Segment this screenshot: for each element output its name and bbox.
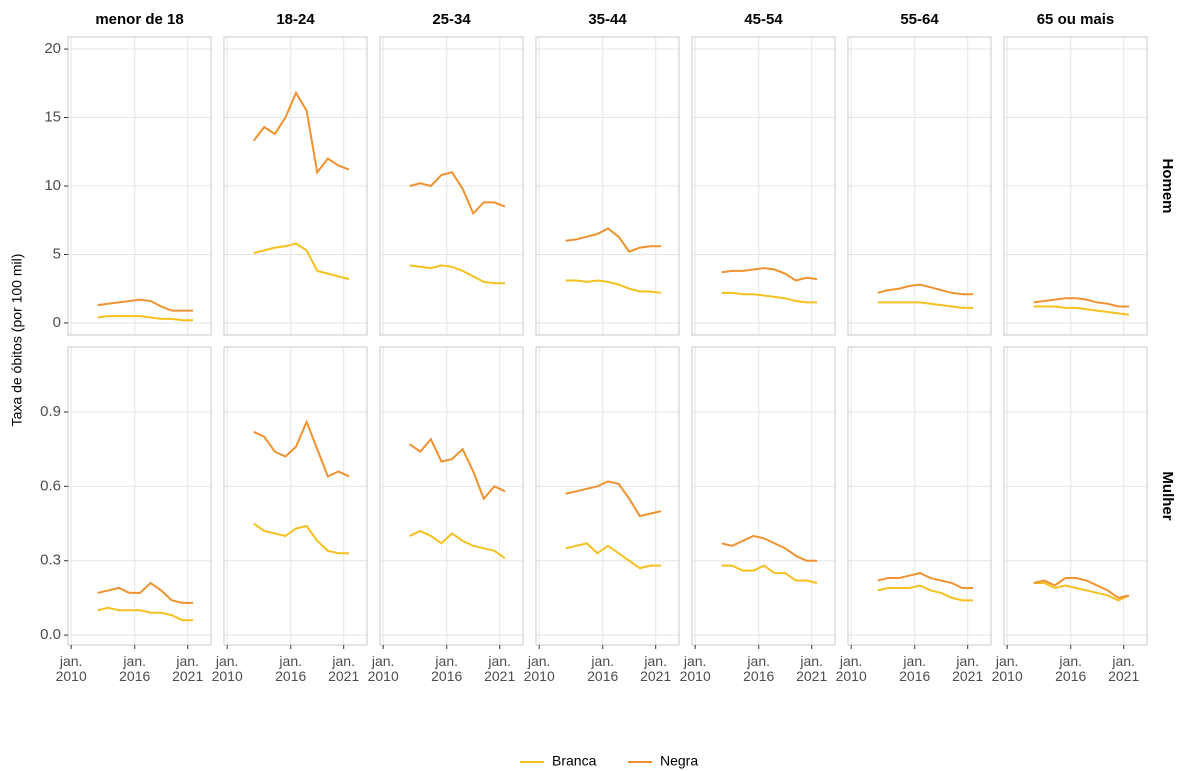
panel-border (535, 36, 680, 336)
trend-line (253, 522, 349, 555)
trend-line (565, 279, 662, 294)
trend-line (1033, 582, 1130, 602)
row-header: Homem (1159, 158, 1176, 213)
trend-line (97, 298, 193, 312)
panel-border (1003, 36, 1148, 336)
x-tick-label: jan. 2021 (640, 653, 672, 684)
x-tick-label: jan. 2016 (587, 653, 619, 684)
trend-line (97, 315, 193, 322)
x-tick-label: jan. 2021 (952, 653, 984, 684)
y-axis-label: Taxa de óbitos (por 100 mil) (9, 254, 25, 427)
column-header: 25-34 (432, 11, 471, 28)
panel-border (847, 346, 992, 646)
column-header: 55-64 (900, 11, 939, 28)
trend-line (409, 264, 505, 285)
x-tick-label: jan. 2010 (211, 653, 243, 684)
panel-border (379, 346, 524, 646)
x-tick-label: jan. 2010 (523, 653, 555, 684)
y-tick-label: 0.0 (40, 626, 61, 643)
trend-line (877, 283, 973, 296)
trend-line (721, 291, 817, 304)
trend-line (97, 606, 193, 622)
trend-line (721, 564, 818, 584)
trend-line (721, 267, 818, 282)
y-tick-label: 15 (44, 108, 61, 125)
legend-label: Branca (552, 753, 597, 769)
y-tick-label: 5 (53, 245, 61, 262)
x-tick-label: jan. 2016 (743, 653, 775, 684)
x-tick-label: jan. 2021 (328, 653, 360, 684)
column-header: 45-54 (744, 11, 783, 28)
x-tick-label: jan. 2010 (991, 653, 1023, 684)
y-tick-label: 10 (44, 177, 61, 194)
panel-border (535, 346, 680, 646)
x-tick-label: jan. 2010 (55, 653, 87, 684)
x-tick-label: jan. 2010 (367, 653, 399, 684)
x-tick-label: jan. 2016 (899, 653, 931, 684)
x-tick-label: jan. 2016 (431, 653, 463, 684)
trend-line (1033, 297, 1129, 308)
row-header: Mulher (1159, 471, 1176, 520)
panel-border (691, 346, 836, 646)
panel-border (691, 36, 836, 336)
column-header: 18-24 (276, 11, 315, 28)
trend-line (253, 242, 350, 281)
x-tick-label: jan. 2021 (484, 653, 516, 684)
trend-line (877, 301, 973, 309)
x-tick-label: jan. 2021 (796, 653, 828, 684)
panel-border (379, 36, 524, 336)
x-tick-label: jan. 2016 (119, 653, 151, 684)
y-tick-label: 0.6 (40, 477, 61, 494)
trend-line (721, 534, 817, 562)
x-tick-label: jan. 2010 (679, 653, 711, 684)
column-header: 35-44 (588, 11, 627, 28)
panel-border (223, 36, 368, 336)
trend-line (252, 90, 350, 175)
trend-line (877, 584, 973, 602)
legend-label: Negra (660, 753, 698, 769)
column-header: 65 ou mais (1037, 11, 1115, 28)
y-tick-label: 0.9 (40, 403, 61, 420)
y-tick-label: 20 (44, 40, 61, 57)
trend-line (1033, 305, 1130, 316)
trend-line (97, 581, 193, 604)
trend-line (565, 542, 661, 570)
y-tick-label: 0.3 (40, 552, 61, 569)
panel-border (847, 36, 992, 336)
trend-line (409, 171, 506, 216)
x-tick-label: jan. 2021 (172, 653, 204, 684)
x-tick-label: jan. 2021 (1108, 653, 1140, 684)
trend-line (565, 480, 662, 518)
trend-line (1033, 577, 1130, 599)
panel-border (1003, 346, 1148, 646)
x-tick-label: jan. 2010 (835, 653, 867, 684)
trend-line (409, 529, 506, 560)
x-tick-label: jan. 2016 (1055, 653, 1087, 684)
panel-border (223, 346, 368, 646)
y-tick-label: 0 (53, 314, 61, 331)
panel-border (67, 346, 212, 646)
trend-line (877, 572, 973, 589)
x-tick-label: jan. 2016 (275, 653, 307, 684)
trend-line (253, 419, 350, 478)
trend-line (409, 437, 506, 501)
column-header: menor de 18 (95, 11, 183, 28)
trend-line (565, 227, 661, 253)
